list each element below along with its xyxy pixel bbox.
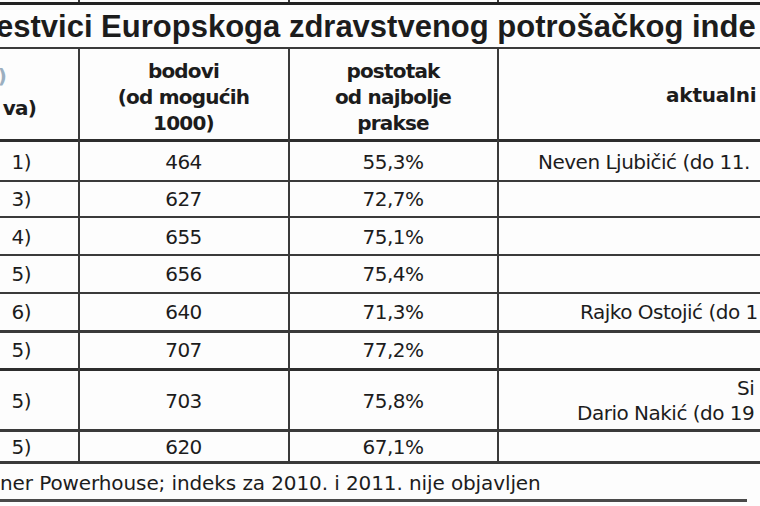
rank-cell: 1) <box>0 150 31 174</box>
rank-cell: 4) <box>0 225 31 249</box>
minister-cell: Rajko Ostojić (do 1 <box>580 300 758 324</box>
grid-line <box>0 254 760 256</box>
percent-cell: 71,3% <box>290 300 496 324</box>
rank-cell: 3) <box>0 187 31 211</box>
grid-line <box>0 292 760 294</box>
grid-line <box>0 180 760 182</box>
header-points-line1: bodovi <box>80 58 287 84</box>
percent-cell: 75,1% <box>290 225 496 249</box>
rank-cell: 5) <box>0 262 31 286</box>
column-divider <box>497 47 499 461</box>
grid-line <box>0 47 760 49</box>
points-cell: 620 <box>80 435 287 459</box>
grid-line <box>0 368 760 371</box>
points-cell: 703 <box>80 389 287 413</box>
points-cell: 656 <box>80 262 287 286</box>
header-points-line3: 1000) <box>80 110 287 136</box>
percent-cell: 67,1% <box>290 435 496 459</box>
header-minister: aktualni <box>666 82 756 108</box>
percent-cell: 75,4% <box>290 262 496 286</box>
minister-cell: Neven Ljubičić (do 11. <box>538 150 750 174</box>
rank-cell: 5) <box>0 338 31 362</box>
points-cell: 464 <box>80 150 287 174</box>
points-cell: 707 <box>80 338 287 362</box>
rank-cell: 5) <box>0 389 31 413</box>
header-col1-line2: va) <box>0 96 36 120</box>
minister-cell-line2: Dario Nakić (do 19 <box>577 401 754 425</box>
grid-line <box>0 216 760 218</box>
grid-line <box>0 461 760 464</box>
minister-cell-line1: Si <box>737 376 754 400</box>
header-percent-line2: od najbolje <box>290 84 496 110</box>
percent-cell: 55,3% <box>290 150 496 174</box>
grid-line <box>0 139 760 142</box>
table-title: estvici Europskoga zdravstvenog potrošač… <box>0 9 756 45</box>
grid-line <box>0 499 747 502</box>
grid-line <box>0 2 760 5</box>
header-percent-line1: postotak <box>290 58 496 84</box>
points-cell: 640 <box>80 300 287 324</box>
grid-line <box>0 429 760 432</box>
source-note: ner Powerhouse; indeks za 2010. i 2011. … <box>0 471 541 495</box>
percent-cell: 72,7% <box>290 187 496 211</box>
rank-cell: 5) <box>0 435 31 459</box>
percent-cell: 77,2% <box>290 338 496 362</box>
percent-cell: 75,8% <box>290 389 496 413</box>
header-col1-line1: ) <box>0 64 7 88</box>
health-index-table: estvici Europskoga zdravstvenog potrošač… <box>0 0 760 506</box>
points-cell: 655 <box>80 225 287 249</box>
header-percent-line3: prakse <box>290 110 496 136</box>
grid-line <box>0 330 760 333</box>
points-cell: 627 <box>80 187 287 211</box>
rank-cell: 6) <box>0 300 31 324</box>
header-points-line2: (od mogućih <box>80 84 287 110</box>
